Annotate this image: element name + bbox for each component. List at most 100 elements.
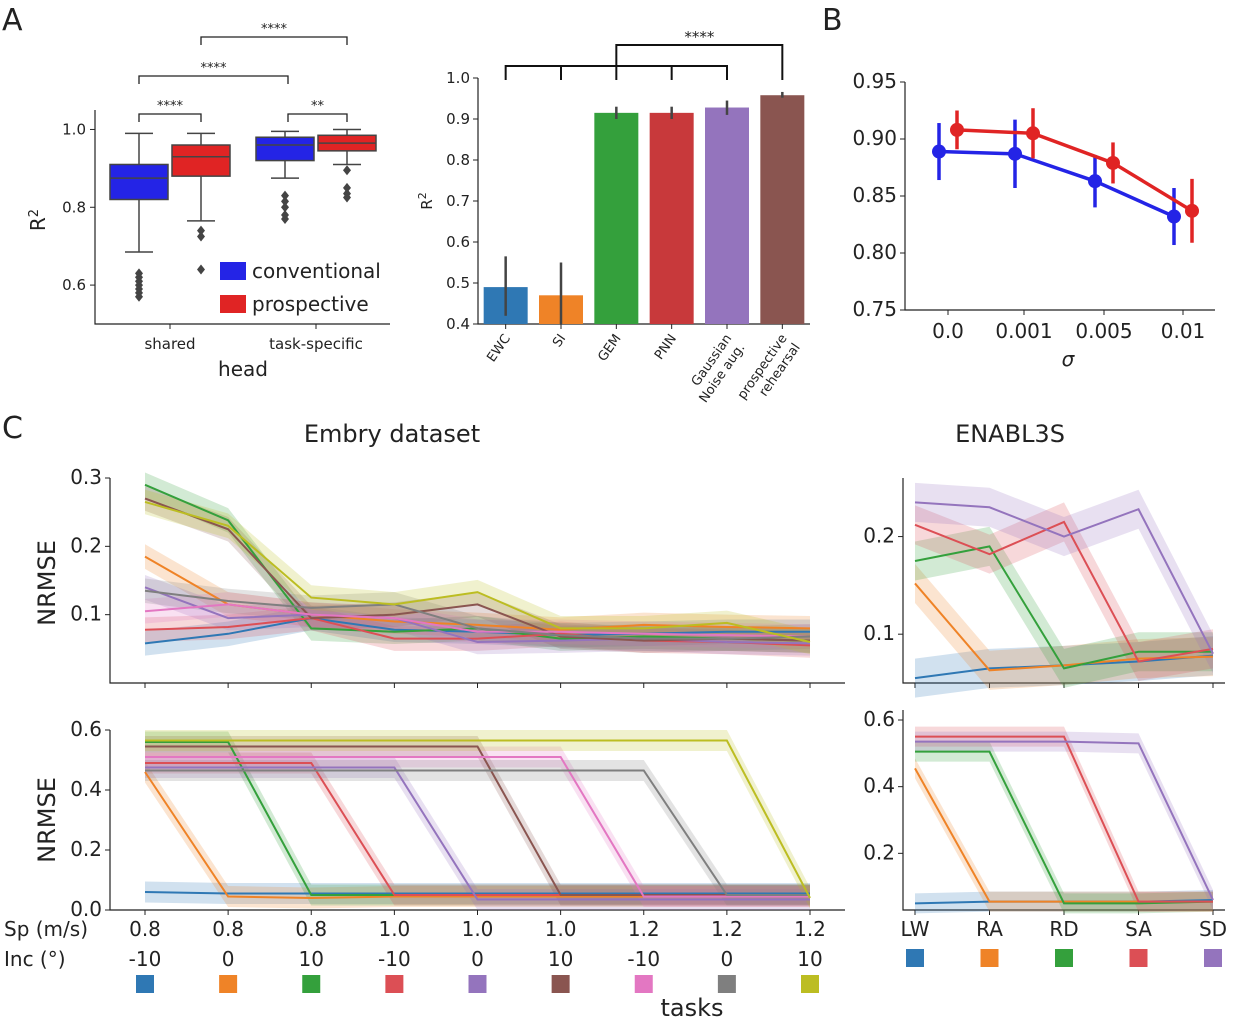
data-point (1026, 126, 1040, 141)
series-line (915, 740, 1214, 901)
y-tick-label: 0.75 (852, 297, 897, 321)
speed-tick-label: 0.8 (295, 917, 327, 941)
series-line (145, 745, 810, 896)
box-axes (94, 110, 390, 325)
x-tick-label-line: EWC (484, 332, 514, 365)
c-axes (902, 710, 1225, 911)
bar (760, 95, 805, 324)
box-rect (171, 144, 231, 177)
series-line (914, 501, 1214, 655)
box-outlier (343, 182, 351, 193)
confidence-band (915, 726, 1213, 912)
y-tick-label: 0.2 (70, 837, 102, 861)
series-line (914, 520, 1214, 663)
y-tick-label: 0.1 (863, 621, 895, 645)
panel-label-b: B (822, 3, 843, 38)
panel-labels: A B C (2, 3, 843, 446)
series-line (956, 128, 1193, 213)
significance-stars: **** (201, 61, 228, 76)
x-axis-label: head (218, 357, 268, 381)
data-point (1185, 203, 1199, 218)
x-tick-label: EWC (484, 332, 514, 365)
incline-tick-label: -10 (378, 947, 411, 971)
y-tick-label: 0.6 (70, 717, 102, 741)
panel-b-sigma-plot: 0.75 0.80 0.85 0.90 0.95 0.0 0.001 0.005 0.01 σ (852, 69, 1215, 371)
task-color-swatch (468, 975, 487, 993)
incline-tick-label: -10 (627, 947, 660, 971)
y-tick-label: 0.4 (446, 315, 470, 333)
x-tick-label: 0.01 (1161, 319, 1206, 343)
series-line (915, 735, 1213, 903)
speed-tick-label: 1.0 (545, 917, 577, 941)
speed-tick-label: 1.2 (628, 917, 660, 941)
task-color-swatch (801, 975, 819, 993)
x-axis-label: σ (1062, 347, 1076, 371)
panel-c-enabl3s-bottom: 0.2 0.4 0.6 LW RA RD SA SD (863, 707, 1227, 967)
significance-bracket (615, 44, 784, 80)
y-tick-label: 0.6 (446, 233, 470, 251)
series-line (145, 739, 811, 899)
series-line (145, 769, 810, 896)
box-outlier (281, 196, 289, 207)
legend-swatch (220, 295, 246, 313)
speed-tick-label: 1.2 (711, 917, 743, 941)
data-point (950, 122, 964, 137)
x-tick-label-line: SI (550, 332, 569, 351)
significance-bracket (138, 113, 202, 122)
y-tick-label: 0.8 (62, 198, 86, 216)
significance-bracket (287, 113, 348, 122)
task-color-swatch (1129, 949, 1148, 967)
box-outlier (343, 165, 351, 176)
x-tick-label: SA (1125, 917, 1152, 941)
chart-title: ENABL3S (955, 420, 1065, 448)
x-tick-label: SD (1199, 917, 1227, 941)
y-tick-label: 0.2 (70, 533, 102, 557)
x-tick-label: prospectiverehearsal (735, 332, 804, 412)
x-tick-label: 0.005 (1075, 319, 1132, 343)
confidence-band (915, 741, 1213, 914)
significance-stars: **** (684, 28, 715, 46)
y-tick-label: 0.6 (863, 707, 895, 731)
y-tick-label: 1.0 (446, 69, 470, 87)
significance-stars: **** (157, 99, 184, 114)
incline-tick-label: 10 (797, 947, 822, 971)
series-line (938, 149, 1175, 219)
significance-bracket (138, 75, 289, 84)
x-tick-label: SI (550, 332, 569, 351)
box-outlier (197, 264, 205, 275)
task-color-swatch (980, 949, 999, 967)
x-tick-label: 0.0 (932, 319, 964, 343)
series-line (915, 750, 1214, 905)
series-line (145, 766, 810, 901)
speed-tick-label: 1.0 (462, 917, 494, 941)
y-tick-label: 0.4 (70, 777, 102, 801)
legend-swatch (220, 262, 246, 280)
confidence-band (145, 730, 810, 909)
series-line (144, 603, 811, 638)
data-point (1088, 174, 1102, 189)
confidence-band (145, 760, 810, 906)
y-tick-label: 0.1 (70, 602, 102, 626)
series-line (144, 891, 810, 895)
task-color-swatch (219, 975, 238, 993)
confidence-band (915, 731, 1213, 910)
box-outlier (197, 225, 205, 236)
box-outlier (281, 202, 289, 213)
data-point (932, 144, 946, 159)
panel-c-embry-bottom: 0.0 0.2 0.4 0.6 NRMSE Sp (m/s) Inc (°) 0.8 -10 0.… (4, 717, 845, 1019)
series-line (144, 500, 811, 643)
y-tick-label: 0.95 (852, 69, 897, 93)
series-line (144, 589, 811, 640)
data-point (1167, 209, 1181, 224)
c-axes (902, 478, 1225, 684)
box-outlier (135, 291, 143, 302)
confidence-band (145, 486, 810, 653)
legend-label: prospective (252, 292, 369, 316)
y-axis-label: NRMSE (33, 540, 61, 626)
y-tick-label: 0.2 (863, 840, 895, 864)
y-tick-label: 0.7 (446, 192, 470, 210)
x-tick-label: 0.001 (995, 319, 1052, 343)
y-tick-label: 0.80 (852, 240, 897, 264)
